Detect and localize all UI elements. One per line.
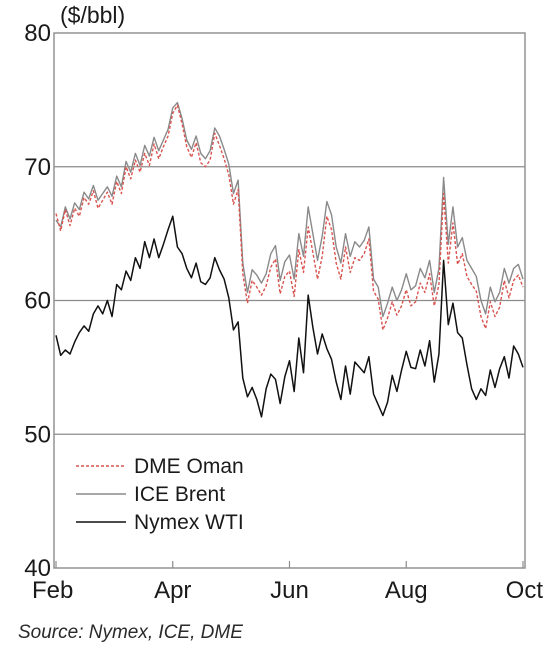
- y-tick-label: 40: [24, 555, 51, 582]
- x-tick-label: Oct: [506, 577, 544, 604]
- y-tick-label: 70: [24, 154, 51, 181]
- legend-label: Nymex WTI: [134, 511, 244, 534]
- y-tick-label: 80: [24, 20, 51, 47]
- legend-label: DME Oman: [134, 455, 244, 478]
- x-tick-label: Aug: [385, 577, 428, 604]
- gridlines: [54, 166, 525, 435]
- series-line-ice-brent: [55, 101, 524, 318]
- y-axis-unit-label: ($/bbl): [60, 2, 125, 28]
- y-tick-label: 60: [24, 288, 51, 315]
- series-line-dme-oman: [55, 104, 524, 331]
- source-note: Source: Nymex, ICE, DME: [18, 622, 243, 643]
- x-tick-label: Apr: [154, 577, 191, 604]
- y-axis-tick-labels: 40 50 60 70 80: [24, 20, 51, 582]
- y-tick-label: 50: [24, 421, 51, 448]
- x-axis-tick-labels: Feb Apr Jun Aug Oct: [32, 577, 543, 604]
- legend-label: ICE Brent: [134, 483, 225, 506]
- series-line-nymex-wti: [55, 215, 524, 418]
- x-axis-tick-marks: [55, 561, 524, 568]
- x-tick-label: Feb: [32, 577, 73, 604]
- x-tick-label: Jun: [270, 577, 309, 604]
- series-layer: [55, 101, 524, 418]
- legend: DME Oman ICE Brent Nymex WTI: [76, 455, 244, 534]
